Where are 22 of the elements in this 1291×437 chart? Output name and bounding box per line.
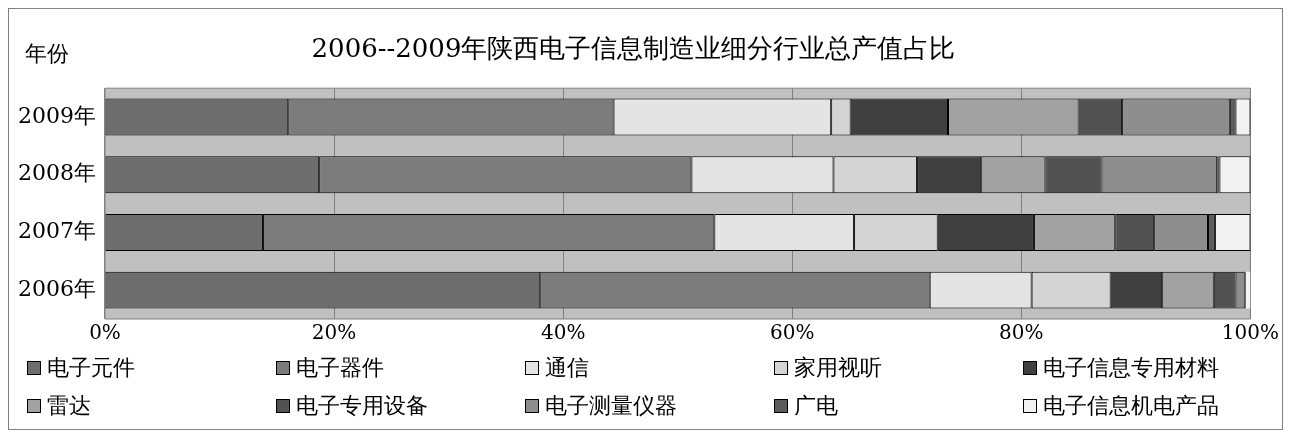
legend-label: 通信 (545, 354, 589, 382)
x-tick-label: 40% (540, 320, 586, 345)
chart-title: 2006--2009年陕西电子信息制造业细分行业总产值占比 (311, 33, 956, 64)
legend-label: 电子元件 (47, 354, 135, 382)
x-tick-label: 0% (89, 320, 121, 345)
y-tick-label: 2008年 (17, 160, 96, 186)
legend-label: 电子信息专用材料 (1043, 354, 1219, 382)
y-tick-label: 2007年 (17, 218, 96, 244)
legend-label: 雷达 (47, 392, 91, 420)
legend-label: 广电 (794, 392, 838, 420)
legend-label: 家用视听 (794, 354, 882, 382)
y-tick-label: 2006年 (17, 275, 96, 301)
x-tick-label: 20% (311, 320, 357, 345)
x-tick-label: 100% (1221, 320, 1279, 345)
legend-label: 电子测量仪器 (545, 392, 677, 420)
x-tick-label: 80% (999, 320, 1044, 345)
x-tick-label: 60% (770, 320, 815, 345)
legend-label: 电子专用设备 (296, 392, 428, 420)
y-axis-title: 年份 (25, 40, 69, 66)
y-tick-label: 2009年 (17, 102, 96, 128)
legend-label: 电子信息机电产品 (1043, 392, 1219, 420)
legend-label: 电子器件 (296, 354, 384, 382)
